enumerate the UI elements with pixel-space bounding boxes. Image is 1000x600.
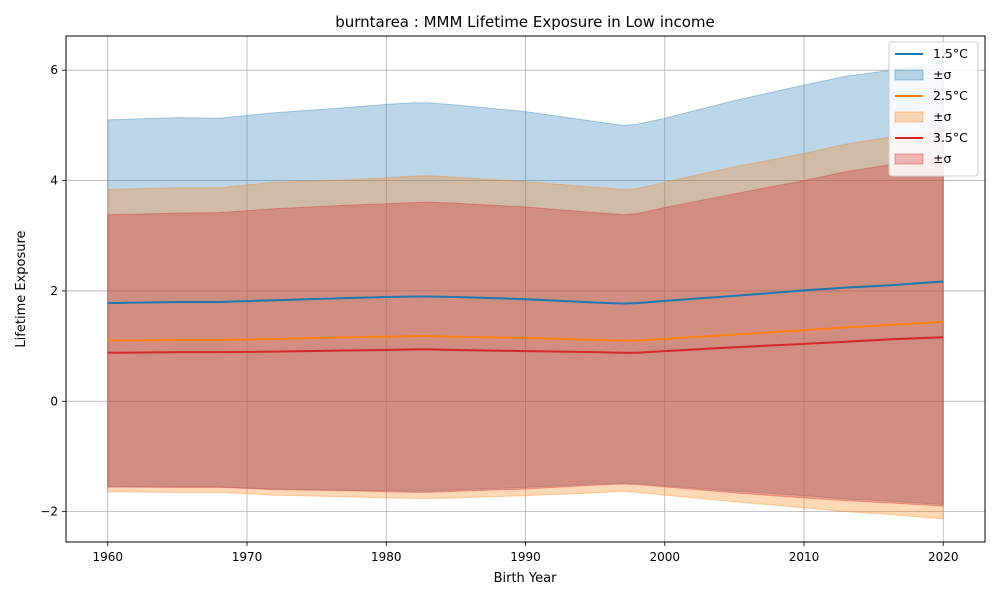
y-tick-label: −2 [40,505,58,519]
mean-lines [107,280,944,354]
x-tick-label: 1980 [371,550,402,564]
y-tick-label: 4 [50,174,58,188]
chart-title: burntarea : MMM Lifetime Exposure in Low… [335,13,715,31]
x-tick-label: 2020 [928,550,959,564]
band-series-1 [107,127,944,520]
legend-series-label: 3.5°C [933,130,968,145]
legend-band-swatch [894,153,924,165]
y-tick-label: 6 [50,63,58,77]
legend-band-swatch [894,111,924,123]
uncertainty-bands [107,60,944,520]
y-tick-label: 0 [50,394,58,408]
axis-ticks: 1960 1970 1980 1990 2000 2010 2020 −2 0 2 4 6 [40,63,958,564]
y-axis-label: Lifetime Exposure [14,230,29,347]
legend-series-label: 1.5°C [933,46,968,61]
band-series-0 [107,60,944,506]
grid [66,36,985,542]
line-series-0 [107,280,944,305]
line-series-2 [107,336,944,354]
x-axis-label: Birth Year [494,571,558,586]
x-tick-label: 2000 [649,550,680,564]
x-tick-label: 2010 [789,550,820,564]
legend-band-swatch [894,69,924,81]
legend-band-label: ±σ [933,151,951,166]
band-series-2 [107,156,944,507]
legend-band-label: ±σ [933,109,951,124]
x-tick-label: 1960 [92,550,123,564]
line-series-1 [107,320,944,342]
y-tick-label: 2 [50,284,58,298]
x-tick-label: 1970 [232,550,263,564]
legend: 1.5°C ±σ 2.5°C ±σ 3.5°C ±σ [888,41,979,177]
x-tick-label: 1990 [510,550,541,564]
legend-box [888,41,979,177]
legend-band-label: ±σ [933,67,951,82]
legend-series-label: 2.5°C [933,88,968,103]
